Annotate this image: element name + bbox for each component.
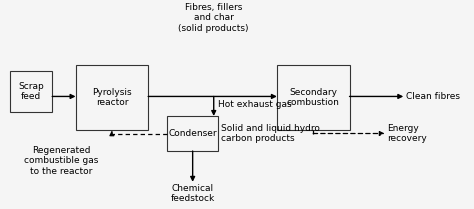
Text: Chemical
feedstock: Chemical feedstock <box>171 184 215 203</box>
Text: Secondary
combustion: Secondary combustion <box>287 88 340 107</box>
Text: Fibres, fillers
and char
(solid products): Fibres, fillers and char (solid products… <box>179 3 249 33</box>
Bar <box>277 65 349 130</box>
Text: Solid and liquid hydro
carbon products: Solid and liquid hydro carbon products <box>221 124 319 143</box>
Text: Regenerated
combustible gas
to the reactor: Regenerated combustible gas to the react… <box>24 146 99 176</box>
Bar <box>167 116 219 151</box>
Bar <box>10 71 52 112</box>
Text: Pyrolysis
reactor: Pyrolysis reactor <box>92 88 132 107</box>
Text: Hot exhaust gas: Hot exhaust gas <box>219 100 292 109</box>
Text: Scrap
feed: Scrap feed <box>18 82 44 101</box>
Text: Condenser: Condenser <box>168 129 217 138</box>
Text: Energy
recovery: Energy recovery <box>387 124 427 143</box>
Bar <box>76 65 148 130</box>
Text: Clean fibres: Clean fibres <box>406 92 460 101</box>
